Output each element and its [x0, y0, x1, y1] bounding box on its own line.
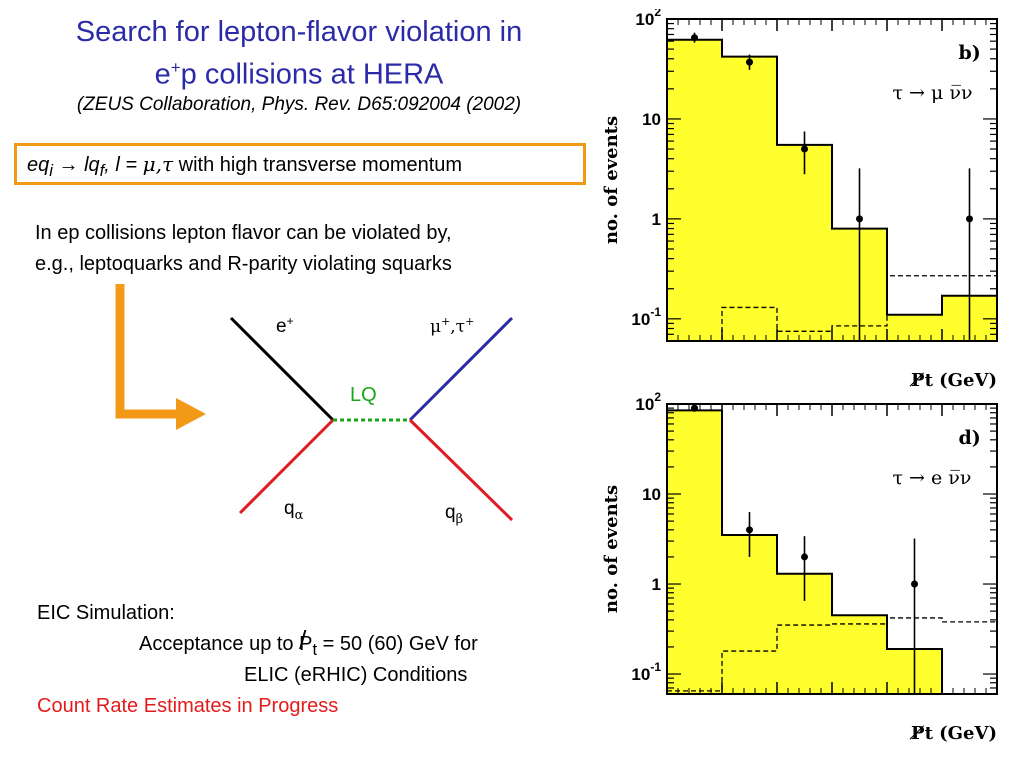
pt-p: P	[299, 633, 313, 655]
y-tick-label: 102	[635, 9, 661, 29]
slash-mark: /	[299, 625, 307, 655]
y-tick-label: 10-1	[631, 660, 661, 684]
y-tick-exponent: 2	[654, 9, 661, 19]
data-point	[801, 145, 808, 153]
intro-line-2: e.g., leptoquarks and R-parity violating…	[35, 253, 452, 275]
y-tick-label: 10	[642, 485, 661, 504]
y-tick-label: 10	[642, 110, 661, 129]
data-point	[746, 58, 753, 66]
y-tick-label: 1	[652, 210, 661, 229]
y-axis-label: no. of events	[601, 485, 622, 613]
q-beta-label: qβ	[445, 502, 463, 527]
data-point	[911, 580, 918, 588]
data-point	[746, 526, 753, 534]
mc-histogram	[666, 38, 998, 342]
quark-alpha-line	[238, 418, 335, 515]
mu-tau-label: μ+,τ+	[430, 315, 474, 337]
data-point	[691, 404, 698, 412]
q-alpha-label: qα	[284, 498, 304, 523]
title-e: e	[154, 58, 171, 91]
y-tick-label: 102	[635, 390, 661, 414]
x-axis-label: P̸t (GeV)	[909, 370, 997, 391]
eq-sub: i	[49, 161, 53, 180]
y-tick-label: 1	[652, 575, 661, 594]
y-tick-base: 10	[642, 485, 661, 504]
y-tick-base: 10	[631, 310, 650, 329]
process-suffix: with high transverse momentum	[173, 154, 463, 176]
y-tick-base: 10	[635, 10, 654, 29]
quark-beta-line	[408, 418, 514, 522]
y-tick-base: 10	[635, 395, 654, 414]
orange-arrow-shaft	[115, 284, 180, 419]
count-rate-status: Count Rate Estimates in Progress	[37, 695, 339, 717]
intro-text: In ep collisions lepton flavor can be vi…	[35, 218, 452, 280]
arrow-icon: →	[58, 154, 79, 176]
y-tick-exponent: 2	[654, 390, 661, 404]
positron-label: e+	[276, 314, 294, 337]
data-point	[691, 34, 698, 42]
mu-tau-text: μ,τ	[142, 152, 174, 176]
citation: (ZEUS Collaboration, Phys. Rev. D65:0920…	[76, 94, 522, 115]
y-tick-label: 10-1	[631, 305, 661, 329]
title-line-1: Search for lepton-flavor violation in	[75, 16, 523, 48]
eic-conditions: ELIC (eRHIC) Conditions	[244, 664, 468, 686]
title-plus: +	[170, 58, 181, 77]
y-tick-base: 10	[642, 110, 661, 129]
data-point	[966, 215, 973, 223]
eic-heading: EIC Simulation:	[37, 602, 175, 624]
y-tick-base: 10	[631, 665, 650, 684]
x-axis-label: P̸t (GeV)	[909, 723, 997, 744]
pt-sub: t	[312, 640, 318, 659]
intro-line-1: In ep collisions lepton flavor can be vi…	[35, 222, 452, 244]
y-axis-label: no. of events	[601, 116, 622, 244]
title-line-2: e+p collisions at HERA	[0, 50, 598, 93]
l-equals: , l =	[104, 154, 143, 176]
lq-sub: f	[99, 161, 105, 180]
background-histogram	[667, 617, 997, 692]
y-tick-base: 1	[652, 210, 661, 229]
acceptance-text: Acceptance up to	[139, 633, 300, 655]
positron-line	[229, 316, 335, 422]
mu-tau-line	[408, 316, 514, 422]
data-point	[856, 215, 863, 223]
orange-arrow-head	[176, 398, 206, 430]
process-box: eqi → lqf, l = μ,τ with high transverse …	[14, 143, 586, 185]
y-tick-exponent: -1	[650, 660, 661, 674]
eq-text: eq	[27, 154, 50, 176]
y-tick-base: 1	[652, 575, 661, 594]
y-tick-exponent: -1	[650, 305, 661, 319]
feynman-diagram: e+ μ+,τ+ LQ qα qβ	[115, 284, 514, 527]
lq-label: LQ	[350, 384, 377, 406]
missing-pt-symbol: P /	[299, 625, 313, 655]
panel-label: b)	[959, 42, 981, 64]
lq-text: lq	[84, 154, 100, 176]
eic-acceptance: Acceptance up to P / t = 50 (60) GeV for	[139, 625, 478, 665]
process-label: τ → e ν̅ν	[893, 467, 972, 489]
panel-label: d)	[959, 427, 981, 449]
title-rest: p collisions at HERA	[180, 58, 444, 91]
slide-title: Search for lepton-flavor violation in e+…	[0, 14, 598, 93]
process-label: τ → μ ν̅ν	[893, 82, 973, 104]
data-point	[801, 553, 808, 561]
acceptance-value: = 50 (60) GeV for	[317, 633, 478, 655]
